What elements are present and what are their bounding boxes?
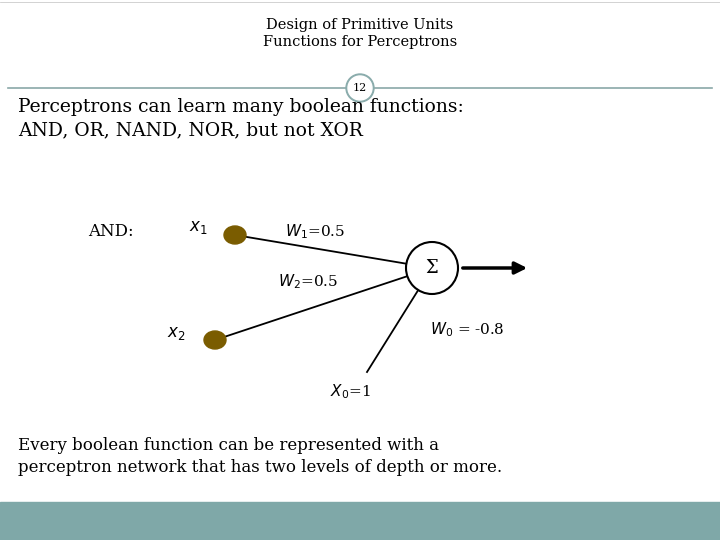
- Text: $W_0$ = -0.8: $W_0$ = -0.8: [430, 321, 505, 339]
- Text: $x_1$: $x_1$: [189, 219, 208, 237]
- Text: AND, OR, NAND, NOR, but not XOR: AND, OR, NAND, NOR, but not XOR: [18, 121, 363, 139]
- Text: Every boolean function can be represented with a: Every boolean function can be represente…: [18, 436, 439, 454]
- Text: 12: 12: [353, 83, 367, 93]
- Text: $x_2$: $x_2$: [168, 325, 186, 341]
- Text: $W_2$=0.5: $W_2$=0.5: [278, 273, 338, 292]
- Text: Design of Primitive Units: Design of Primitive Units: [266, 18, 454, 32]
- Circle shape: [346, 74, 374, 102]
- Ellipse shape: [224, 226, 246, 244]
- Text: $W_1$=0.5: $W_1$=0.5: [285, 222, 345, 241]
- Text: AND:: AND:: [88, 224, 134, 240]
- Text: Σ: Σ: [426, 259, 438, 277]
- Bar: [0, 502, 720, 540]
- Text: Perceptrons can learn many boolean functions:: Perceptrons can learn many boolean funct…: [18, 98, 464, 116]
- Circle shape: [348, 76, 372, 100]
- Ellipse shape: [204, 331, 226, 349]
- Text: perceptron network that has two levels of depth or more.: perceptron network that has two levels o…: [18, 458, 502, 476]
- Text: $X_0$=1: $X_0$=1: [330, 383, 371, 401]
- Text: Functions for Perceptrons: Functions for Perceptrons: [263, 35, 457, 49]
- Circle shape: [406, 242, 458, 294]
